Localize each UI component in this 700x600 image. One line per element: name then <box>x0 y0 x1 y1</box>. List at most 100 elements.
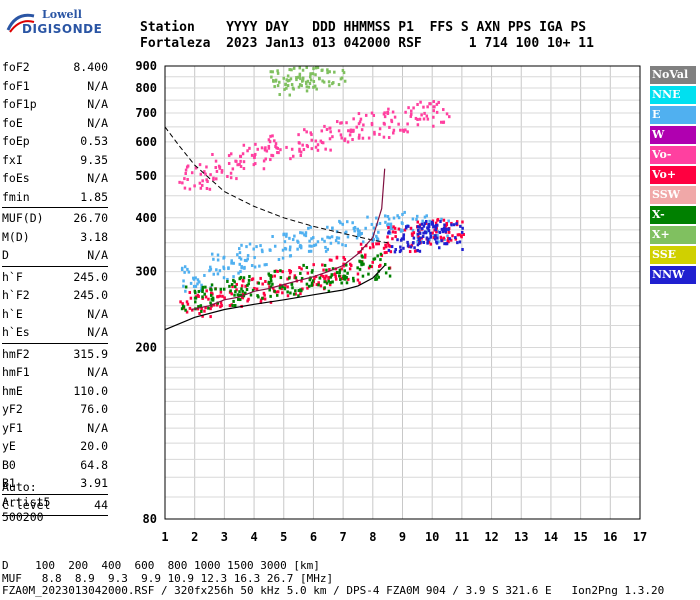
echo-point <box>194 276 197 280</box>
echo-point <box>387 226 390 230</box>
echo-point <box>269 294 272 298</box>
echo-point <box>425 219 428 223</box>
echo-point <box>324 276 327 280</box>
echo-point <box>307 284 311 288</box>
echo-point <box>312 236 315 240</box>
echo-point <box>245 259 248 263</box>
echo-point <box>371 240 374 244</box>
x-tick-label: 17 <box>633 530 647 544</box>
legend-item-w: W <box>650 126 696 144</box>
echo-point <box>325 268 328 272</box>
param-row: yF1 N/A <box>2 419 108 438</box>
echo-point <box>416 248 419 252</box>
echo-point <box>423 215 427 219</box>
param-row: foF1p N/A <box>2 95 108 114</box>
echo-point <box>386 235 389 239</box>
echo-point <box>435 102 439 106</box>
echo-point <box>430 220 434 224</box>
param-label: fmin <box>2 189 30 204</box>
echo-point <box>388 274 392 278</box>
echo-point <box>271 134 274 138</box>
echo-point <box>358 133 361 137</box>
echo-point <box>403 228 407 232</box>
echo-point <box>400 237 404 241</box>
echo-point <box>310 281 314 285</box>
echo-point <box>299 77 302 81</box>
echo-point <box>387 222 390 226</box>
echo-point <box>364 226 367 230</box>
echo-point <box>387 217 391 221</box>
echo-point <box>216 258 220 262</box>
echo-point <box>276 146 280 150</box>
scaled-parameters-panel: foF2 8.400 foF1 N/A foF1p N/A foE N/A foEp 0.53 fx… <box>2 58 108 517</box>
echo-point <box>383 214 387 218</box>
echo-point <box>232 278 235 282</box>
echo-point <box>386 111 390 115</box>
echo-point <box>419 236 422 240</box>
echo-point <box>343 257 347 261</box>
echo-point <box>352 117 355 121</box>
echo-point <box>404 225 408 229</box>
echo-point <box>312 263 315 267</box>
echo-point <box>409 245 413 249</box>
logo-text-lowell: Lowell <box>42 8 82 21</box>
x-tick-label: 2 <box>191 530 198 544</box>
echo-point <box>259 276 262 280</box>
param-row: yE 20.0 <box>2 437 108 456</box>
echo-point <box>194 166 198 170</box>
echo-point <box>283 87 286 91</box>
echo-point <box>273 85 276 89</box>
echo-point <box>199 304 203 308</box>
echo-point <box>262 167 266 171</box>
param-label: h`Es <box>2 325 30 339</box>
echo-point <box>220 304 223 308</box>
echo-point <box>341 68 345 72</box>
echo-point <box>316 148 320 152</box>
echo-point <box>303 233 306 237</box>
echo-point <box>282 232 286 236</box>
echo-point <box>271 70 274 74</box>
header-row-labels: Station YYYY DAY DDD HHMMSS P1 FFS S AXN… <box>140 20 587 35</box>
echo-point <box>404 110 407 114</box>
echo-point <box>274 269 278 273</box>
param-value: 315.9 <box>73 346 108 361</box>
echo-point <box>310 138 314 142</box>
echo-point <box>423 222 426 226</box>
echo-point <box>454 237 458 241</box>
echo-point <box>389 223 393 227</box>
echo-point <box>438 230 442 234</box>
echo-point <box>456 241 459 245</box>
param-row: fxI 9.35 <box>2 151 108 170</box>
echo-point <box>291 286 294 290</box>
echo-point <box>418 225 421 229</box>
y-tick-label: 900 <box>135 59 157 73</box>
echo-point <box>310 244 313 248</box>
echo-point <box>394 247 397 251</box>
echo-point <box>210 252 214 256</box>
echo-point <box>310 283 314 287</box>
param-label: B0 <box>2 457 16 472</box>
echo-point <box>434 224 438 228</box>
echo-point <box>201 314 204 318</box>
echo-point <box>449 238 453 242</box>
echo-point <box>415 214 419 218</box>
echo-point <box>367 272 370 276</box>
echo-point <box>352 129 355 133</box>
echo-point <box>208 269 211 273</box>
digisonde-logo: Lowell DIGISONDE <box>6 4 126 40</box>
echo-point <box>200 307 203 311</box>
echo-point <box>183 265 187 269</box>
echo-point <box>301 287 304 291</box>
echo-point <box>308 81 312 85</box>
electron-density-profile <box>164 265 386 331</box>
echo-point <box>437 100 440 104</box>
echo-point <box>384 271 388 275</box>
echo-point <box>196 307 200 311</box>
echo-point <box>329 130 332 134</box>
echo-point <box>185 165 189 169</box>
echo-point <box>358 281 361 285</box>
echo-point <box>209 265 212 269</box>
param-separator <box>2 515 108 516</box>
param-row: foEs N/A <box>2 169 108 188</box>
echo-point <box>348 267 352 271</box>
